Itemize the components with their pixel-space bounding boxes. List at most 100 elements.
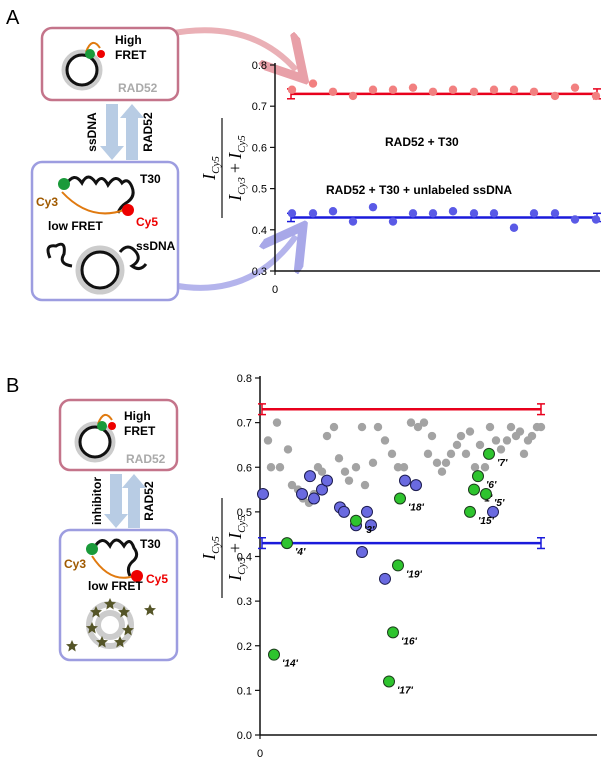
data-point	[570, 83, 580, 92]
data-point	[419, 418, 429, 427]
data-point	[480, 488, 492, 501]
cy5-dot	[108, 422, 116, 430]
y-tick-label: 0.6	[237, 462, 252, 474]
data-point	[591, 91, 601, 101]
data-point	[432, 458, 442, 467]
data-point	[283, 445, 293, 454]
transfer-arrow	[61, 191, 125, 215]
dna-ring	[78, 425, 112, 459]
data-point	[423, 449, 433, 459]
data-point	[334, 454, 344, 463]
operator: +	[225, 163, 245, 173]
label: inhibitor	[90, 477, 104, 525]
label: ssDNA	[136, 239, 176, 253]
label: ssDNA	[85, 112, 99, 152]
point-label: '15'	[478, 516, 495, 527]
y-tick-label: 0.1	[237, 685, 252, 697]
data-point	[469, 209, 479, 218]
ssdna-strand	[92, 538, 139, 577]
data-point	[368, 202, 378, 212]
data-point	[388, 217, 398, 226]
data-point	[529, 209, 539, 218]
data-point	[475, 440, 485, 450]
data-point	[393, 463, 403, 472]
data-point	[266, 463, 276, 472]
data-point	[536, 422, 546, 432]
y-tick-label: 0.5	[252, 184, 267, 196]
data-point	[356, 546, 368, 559]
data-point	[287, 85, 297, 94]
label: RAD52	[126, 452, 166, 466]
y-tick-label: 0.7	[252, 101, 267, 113]
data-point	[328, 207, 338, 216]
label: low FRET	[88, 579, 143, 593]
data-point	[502, 436, 512, 445]
data-point	[357, 422, 367, 432]
data-point	[483, 447, 495, 460]
subscript: Cy5	[236, 135, 248, 153]
data-point	[351, 463, 361, 472]
denominator: ICy3+ICy5	[225, 135, 248, 202]
subscript: Cy5	[210, 536, 222, 554]
diagram-b: High FRET RAD52 inhibitor RAD52 T30 Cy3 …	[58, 398, 179, 662]
data-point	[529, 87, 539, 96]
annotation: RAD52 + T30	[385, 135, 459, 149]
transfer-arrow	[85, 41, 101, 53]
y-tick-label: 0.8	[237, 373, 252, 385]
data-point	[519, 449, 529, 459]
data-point	[509, 85, 519, 94]
label: High	[124, 409, 151, 423]
y-tick-label: 0.8	[252, 60, 267, 72]
numerator: ICy5	[199, 536, 222, 561]
cy3-dot	[85, 49, 95, 59]
label: High	[115, 33, 142, 47]
data-point	[387, 626, 399, 639]
ring	[61, 49, 103, 91]
panel-label: A	[6, 7, 20, 29]
ring	[75, 245, 125, 295]
data-point	[379, 572, 391, 585]
ring	[95, 610, 125, 640]
data-point	[321, 474, 333, 487]
symbol: I	[225, 194, 245, 202]
cy5-dot	[131, 570, 143, 582]
data-point	[268, 648, 280, 661]
y-tick-label: 0.0	[237, 730, 252, 742]
state-box	[58, 398, 179, 472]
data-point	[257, 488, 269, 501]
data-point	[591, 215, 601, 224]
data-point	[272, 418, 282, 427]
label: T30	[140, 537, 161, 551]
subscript: Cy3	[236, 557, 248, 575]
y-tick-label: 0.4	[237, 552, 252, 564]
data-point	[515, 427, 525, 436]
point-label: '14'	[282, 659, 299, 670]
data-point	[427, 431, 437, 441]
data-point	[344, 476, 354, 485]
data-point	[408, 83, 418, 92]
data-point	[350, 514, 362, 527]
data-point	[387, 449, 397, 459]
data-point	[368, 85, 378, 94]
arrow	[171, 236, 296, 291]
data-point	[448, 85, 458, 94]
y-tick-label: 0.6	[252, 142, 267, 154]
arrow	[104, 474, 128, 528]
data-point	[308, 79, 318, 88]
cy3-dot	[97, 421, 107, 431]
data-point	[296, 488, 308, 501]
data-point	[394, 492, 406, 505]
data-point	[308, 209, 318, 218]
data-point	[304, 470, 316, 483]
label: RAD52	[141, 112, 155, 152]
data-point	[329, 422, 339, 432]
data-point	[361, 505, 373, 518]
y-tick-label: 0.3	[237, 596, 252, 608]
ring	[74, 421, 116, 463]
y-tick-label: 0.4	[252, 225, 267, 237]
data-point	[469, 87, 479, 96]
denominator: ICy3+ICy5	[225, 515, 248, 582]
transfer-arrow	[97, 413, 113, 425]
